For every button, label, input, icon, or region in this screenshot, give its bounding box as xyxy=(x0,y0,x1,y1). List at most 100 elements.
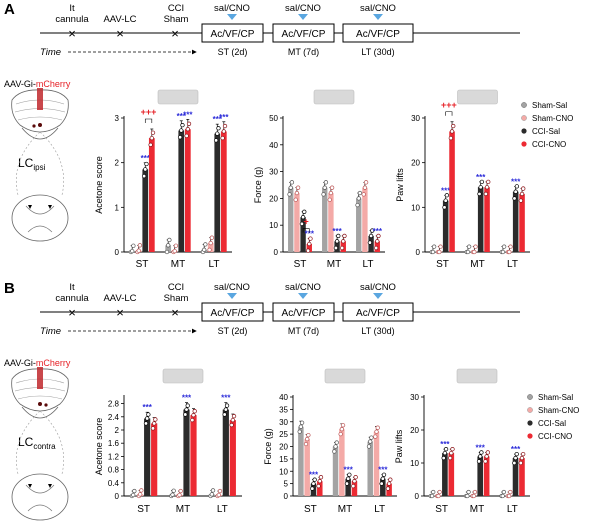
data-point xyxy=(184,133,189,139)
injection-triangle-icon xyxy=(227,14,237,20)
timeline: × × × It cannula AAV-LC CCI Sham sal/CNO… xyxy=(40,3,520,58)
cannula-mark xyxy=(37,367,43,389)
data-point xyxy=(432,244,437,249)
data-point xyxy=(376,233,381,239)
data-point xyxy=(180,122,185,128)
legend-marker-icon xyxy=(527,433,533,439)
legend-marker-icon xyxy=(521,141,527,147)
x-tick-label: MT xyxy=(171,259,185,270)
test-box xyxy=(342,23,414,43)
bar xyxy=(306,243,312,252)
data-point xyxy=(294,190,300,196)
data-point xyxy=(132,488,137,494)
legend-label: CCI-Sal xyxy=(532,127,560,136)
data-point xyxy=(447,455,453,461)
data-point xyxy=(451,123,456,129)
data-point xyxy=(363,180,369,185)
aav-label: AAV-Gi-mCherry xyxy=(4,79,71,89)
aav-lc-label: AAV-LC xyxy=(103,14,136,25)
data-point xyxy=(148,142,153,147)
y-tick-label: 50 xyxy=(269,114,278,123)
data-point xyxy=(177,135,183,140)
data-point xyxy=(334,239,340,244)
lc-dot-icon xyxy=(38,402,42,406)
data-point xyxy=(210,488,216,493)
spinal-gray-matter xyxy=(25,484,55,512)
data-point xyxy=(152,421,157,426)
bar xyxy=(345,478,351,496)
comparison-bracket xyxy=(445,111,453,116)
data-point xyxy=(375,425,380,430)
data-point xyxy=(512,460,517,466)
injection-triangle-icon xyxy=(298,14,308,20)
data-point xyxy=(178,488,183,494)
bar xyxy=(442,453,448,496)
bar xyxy=(317,481,323,496)
x-tick-label: ST xyxy=(304,504,317,515)
data-point xyxy=(500,249,506,255)
data-point xyxy=(305,248,311,253)
data-point xyxy=(139,488,144,493)
y-tick-label: 10 xyxy=(410,459,419,468)
chart-cp: 0 10 20 30 Paw lifts ST *** +++ MT *** LT *** xyxy=(395,89,530,270)
data-point xyxy=(370,228,375,233)
legend-marker-icon xyxy=(527,407,533,413)
y-tick-label: 0 xyxy=(115,248,120,257)
significance-stars: *** xyxy=(219,113,229,122)
data-point xyxy=(519,455,525,461)
x-tick-label: LT xyxy=(507,259,518,270)
data-point xyxy=(209,492,214,497)
data-point xyxy=(477,191,482,197)
data-point xyxy=(465,249,471,255)
data-point xyxy=(221,129,226,134)
bar xyxy=(183,409,190,496)
data-point xyxy=(351,483,356,489)
data-point xyxy=(483,459,488,464)
data-point xyxy=(344,481,350,486)
y-axis-label: Acetone score xyxy=(94,156,104,214)
y-axis-label: Acetone score xyxy=(94,418,104,476)
spinal-cord-outline xyxy=(11,473,69,521)
y-tick-label: 35 xyxy=(279,405,288,414)
y-axis-label: Paw lifts xyxy=(395,168,405,202)
x-tick-label: MT xyxy=(470,259,484,270)
data-point xyxy=(506,493,512,499)
y-tick-label: 30 xyxy=(279,418,288,427)
brainstem-outline xyxy=(21,127,59,140)
data-point xyxy=(442,205,447,210)
y-tick-label: 5 xyxy=(284,480,289,489)
data-point xyxy=(367,240,373,245)
legend-marker-icon xyxy=(521,128,527,134)
y-tick-label: 20 xyxy=(279,443,288,452)
cci-label: CCI xyxy=(168,282,184,293)
data-point xyxy=(484,454,489,459)
timeline-x-mark: × xyxy=(68,305,76,320)
significance-stars: *** xyxy=(141,154,151,163)
data-point xyxy=(379,481,384,486)
y-tick-label: 1.2 xyxy=(108,452,120,461)
x-tick-label: ST xyxy=(137,504,150,515)
data-point xyxy=(171,488,176,493)
data-point xyxy=(357,190,363,196)
sal-cno-label: sal/CNO xyxy=(214,3,250,14)
data-point xyxy=(191,413,196,418)
bar xyxy=(519,193,525,252)
data-point xyxy=(131,243,136,248)
timeline: × × × It cannula AAV-LC CCI Sham sal/CNO… xyxy=(40,282,520,337)
data-point xyxy=(231,413,237,419)
sal-cno-label: sal/CNO xyxy=(285,3,321,14)
data-point xyxy=(209,235,215,240)
data-point xyxy=(289,180,295,185)
timeline-stage-st: sal/CNO Ac/VF/CP ST (2d) xyxy=(201,3,264,57)
data-point xyxy=(366,444,372,449)
data-point xyxy=(380,476,385,481)
data-point xyxy=(300,215,306,220)
data-point xyxy=(138,492,143,497)
bar xyxy=(178,130,185,252)
test-box xyxy=(272,302,335,322)
chart-vf: 0 10 20 30 40 50 Force (g) ST *** + MT *** LT *** xyxy=(253,89,385,270)
bar xyxy=(512,191,519,252)
data-point xyxy=(449,129,455,134)
data-point xyxy=(215,131,220,136)
